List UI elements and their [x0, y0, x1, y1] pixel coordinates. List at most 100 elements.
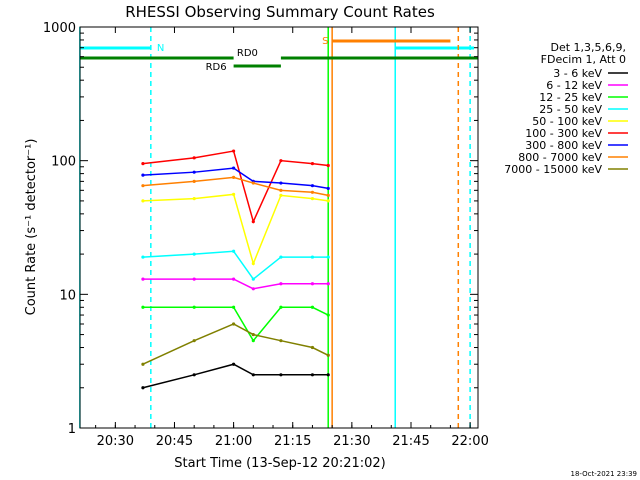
series-line-1 — [142, 278, 329, 290]
series-point-1-0 — [141, 277, 145, 281]
series-8 — [141, 322, 330, 366]
series-point-5-2 — [232, 149, 236, 153]
series-point-2-1 — [192, 305, 196, 309]
series-point-4-1 — [192, 197, 196, 201]
series-point-2-2 — [232, 305, 236, 309]
series-point-0-0 — [141, 386, 145, 390]
series-point-3-1 — [192, 252, 196, 256]
chart-title: RHESSI Observing Summary Count Rates — [125, 3, 435, 21]
series-point-1-4 — [279, 282, 283, 286]
series-point-3-2 — [232, 249, 236, 253]
series-point-0-5 — [310, 373, 315, 377]
series-point-6-5 — [310, 184, 315, 188]
legend: Det 1,3,5,6,9,FDecim 1, Att 03 - 6 keV6 … — [504, 41, 628, 176]
series-point-7-0 — [141, 184, 145, 188]
series-point-0-3 — [251, 373, 255, 377]
legend-entry-1: 6 - 12 keV — [546, 79, 602, 92]
series-point-8-2 — [232, 322, 236, 326]
series-point-7-6 — [326, 193, 330, 197]
series-point-0-6 — [326, 373, 330, 377]
series-point-3-3 — [251, 277, 255, 281]
series-point-1-5 — [310, 282, 315, 286]
legend-header-1: FDecim 1, Att 0 — [541, 53, 626, 66]
series-point-8-5 — [310, 345, 315, 350]
x-tick-label-4: 21:30 — [333, 434, 370, 449]
series-5 — [141, 149, 330, 224]
x-tick-label-1: 20:45 — [156, 434, 193, 449]
series-point-6-2 — [232, 166, 236, 170]
series-point-3-0 — [141, 255, 145, 259]
series-point-3-4 — [279, 255, 283, 259]
series-point-8-6 — [326, 353, 330, 357]
series-point-3-6 — [326, 255, 330, 259]
series-line-3 — [142, 250, 329, 281]
axes: 20:30 20:45 21:00 21:15 21:30 21:45 22:00 1 10 10… — [43, 21, 489, 449]
series-point-1-6 — [326, 282, 330, 286]
series-point-5-4 — [279, 159, 283, 163]
flag-label-n: N — [157, 43, 164, 54]
x-tick-label-3: 21:15 — [274, 434, 311, 449]
series-point-2-0 — [141, 305, 145, 309]
y-tick-label-0: 1 — [68, 422, 76, 437]
series-point-5-6 — [326, 163, 330, 168]
legend-entry-8: 7000 - 15000 keV — [504, 163, 602, 176]
series-point-4-5 — [310, 197, 315, 201]
series-point-7-1 — [192, 179, 196, 183]
series-point-2-4 — [279, 305, 283, 309]
series-point-7-3 — [251, 181, 255, 185]
series-point-4-0 — [141, 199, 145, 203]
x-axis-label: Start Time (13-Sep-12 20:21:02) — [174, 456, 385, 471]
y-tick-label-1: 10 — [59, 288, 76, 303]
series-point-2-6 — [326, 313, 330, 317]
series-point-1-3 — [251, 287, 255, 291]
timestamp: 18-Oct-2021 23:39 — [571, 470, 637, 478]
series-point-4-4 — [279, 193, 283, 197]
series-point-1-1 — [192, 277, 196, 281]
series-2 — [141, 305, 330, 343]
series-point-0-2 — [232, 362, 236, 366]
series-point-5-0 — [141, 162, 145, 166]
legend-entry-4: 50 - 100 keV — [532, 115, 602, 128]
series-6 — [141, 166, 330, 191]
series-point-7-4 — [279, 188, 283, 192]
series-line-7 — [142, 176, 329, 197]
series-point-3-5 — [310, 255, 315, 259]
series-point-2-3 — [251, 339, 255, 343]
series-point-8-3 — [251, 332, 255, 337]
series-point-6-1 — [192, 170, 196, 174]
series-line-5 — [142, 150, 329, 224]
series-point-1-2 — [232, 277, 236, 281]
series-point-8-0 — [141, 362, 145, 366]
series-line-0 — [142, 363, 329, 389]
series-point-6-4 — [279, 181, 283, 185]
series-point-6-0 — [141, 173, 145, 177]
series-point-4-2 — [232, 192, 236, 196]
series-point-7-2 — [232, 175, 236, 179]
series-point-6-6 — [326, 186, 330, 191]
legend-entry-0: 3 - 6 keV — [553, 67, 602, 80]
series-3 — [141, 249, 330, 281]
flag-label-s: S — [322, 36, 328, 47]
x-tick-label-2: 21:00 — [215, 434, 252, 449]
x-tick-label-6: 22:00 — [451, 434, 488, 449]
legend-entry-5: 100 - 300 keV — [525, 127, 602, 140]
series-point-7-5 — [310, 190, 315, 194]
legend-entry-6: 300 - 800 keV — [525, 139, 602, 152]
series-point-2-5 — [310, 305, 315, 309]
series-point-5-1 — [192, 156, 196, 160]
series-point-5-5 — [310, 162, 315, 166]
series-7 — [141, 175, 330, 197]
legend-entry-3: 25 - 50 keV — [539, 103, 602, 116]
plot-area: N S RD0 RD6 — [79, 27, 478, 428]
series-point-4-3 — [251, 261, 255, 266]
y-tick-label-2: 100 — [51, 155, 76, 170]
plot-frame — [79, 26, 479, 429]
series-point-0-4 — [279, 373, 283, 377]
legend-entry-7: 800 - 7000 keV — [518, 151, 602, 164]
flag-label-rd6: RD6 — [206, 62, 227, 73]
series-point-5-3 — [251, 220, 255, 224]
series-point-8-4 — [279, 339, 283, 343]
series-1 — [141, 277, 330, 291]
series-point-8-1 — [192, 339, 196, 343]
y-tick-label-3: 1000 — [43, 21, 76, 36]
